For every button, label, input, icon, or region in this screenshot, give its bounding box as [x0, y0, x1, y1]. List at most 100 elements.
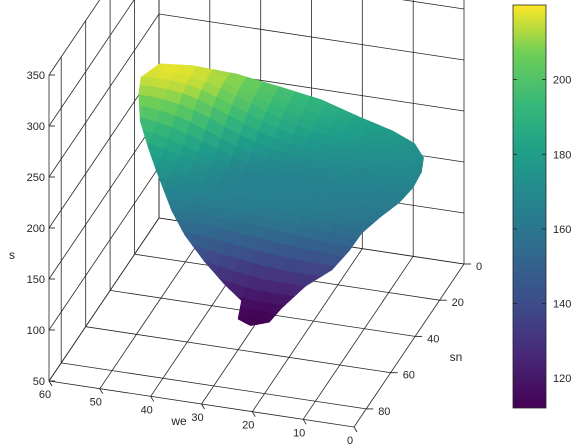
surface-patch: [441, 140, 460, 150]
surface-patch: [339, 345, 358, 351]
y-tick-label: 80: [378, 406, 390, 418]
surface-patch: [263, 341, 282, 347]
z-tick-label: 200: [27, 223, 45, 235]
surface-patch: [97, 181, 116, 193]
surface-patch: [138, 275, 145, 289]
surface-patch: [78, 223, 97, 236]
colorbar-tick-label: 140: [553, 299, 571, 311]
surface-patch: [155, 52, 174, 57]
surface-patch: [316, 334, 335, 340]
surface: [49, 52, 464, 351]
x-tick: [201, 403, 205, 410]
surface-patch: [445, 134, 464, 144]
surface-patch: [169, 250, 190, 267]
surface-patch: [151, 293, 171, 307]
surface-patch: [158, 311, 179, 322]
surface-patch: [138, 250, 155, 266]
surface-patch: [152, 55, 171, 61]
surface-patch: [319, 329, 338, 335]
colorbar-tick-label: 160: [553, 224, 571, 236]
surface-patch: [71, 240, 90, 253]
surface-patch: [312, 340, 331, 345]
surface-patch: [326, 314, 346, 323]
surface-patch: [138, 287, 156, 301]
surface-patch: [147, 300, 168, 312]
surface-patch: [138, 267, 148, 282]
z-tick-label: 150: [27, 274, 45, 286]
surface-patch: [138, 245, 140, 260]
surface-patch: [291, 321, 312, 326]
surface-patch: [111, 145, 130, 159]
surface-patch: [374, 271, 395, 284]
surface-patch: [72, 274, 91, 286]
surface-patch: [181, 305, 202, 317]
surface-patch: [193, 316, 214, 326]
colorbar-gradient: [512, 4, 547, 409]
surface-patch: [169, 292, 190, 306]
grid-line: [48, 115, 160, 280]
surface-patch: [308, 344, 327, 349]
grid-line: [48, 13, 160, 178]
surface-patch: [385, 210, 406, 222]
surface-patch: [204, 325, 225, 326]
grid-line: [401, 0, 465, 10]
x-tick-label: 50: [90, 397, 102, 409]
surface-patch: [138, 114, 142, 129]
surface-patch: [251, 335, 270, 341]
surface-patch: [255, 331, 274, 337]
surface-patch: [108, 154, 127, 167]
z-tick-label: 100: [27, 325, 45, 337]
surface-patch: [430, 160, 449, 170]
surface-patch: [278, 343, 297, 348]
surface-patch: [284, 305, 304, 316]
surface-patch: [155, 316, 176, 326]
surface-patch: [109, 270, 128, 283]
surface-patch: [177, 310, 198, 322]
x-tick-label: 10: [293, 427, 305, 439]
surface-patch: [287, 295, 308, 308]
x-tick: [353, 426, 358, 433]
surface-patch: [280, 313, 301, 323]
x-tick: [99, 388, 104, 394]
colorbar-tick-label: 200: [553, 75, 571, 87]
surface-patch: [378, 262, 399, 275]
surface-patch: [173, 240, 193, 257]
surface-patch: [236, 333, 255, 339]
colorbar: 120 140 160 180 200: [512, 4, 571, 409]
surface-patch: [91, 272, 110, 284]
surface-patch: [181, 266, 201, 283]
surface-patch: [242, 322, 263, 326]
surface-patch: [261, 319, 282, 326]
z-axis-label: s: [9, 248, 15, 262]
surface-patch: [49, 282, 68, 293]
surface-patch: [112, 185, 131, 197]
surface-patch: [212, 315, 232, 326]
surface-patch: [295, 273, 315, 288]
surface-patch: [348, 298, 369, 308]
surface-patch: [138, 227, 148, 242]
x-tick: [251, 411, 256, 417]
surface-patch: [95, 296, 114, 307]
surface-patch: [86, 207, 105, 220]
surface-patch: [56, 269, 75, 280]
surface-patch: [281, 338, 300, 343]
surface-patch: [105, 202, 124, 215]
surface-patch: [117, 289, 136, 301]
surface-patch: [108, 193, 127, 205]
surface-patch: [411, 163, 424, 174]
surface-patch: [64, 255, 83, 267]
surface-patch: [389, 203, 409, 215]
surface-patch: [90, 236, 109, 249]
colorbar-tick-label: 180: [553, 149, 571, 161]
surface-patch: [427, 167, 446, 177]
grid-line: [48, 166, 160, 331]
surface-patch: [257, 325, 278, 326]
surface-patch: [138, 148, 146, 164]
surface-patch: [138, 196, 143, 210]
surface-patch: [143, 272, 163, 288]
surface-patch: [138, 300, 149, 312]
y-tick-label: 20: [452, 297, 464, 309]
surface-patch: [188, 290, 209, 305]
surface-patch: [306, 286, 327, 299]
surface-patch: [64, 287, 83, 298]
